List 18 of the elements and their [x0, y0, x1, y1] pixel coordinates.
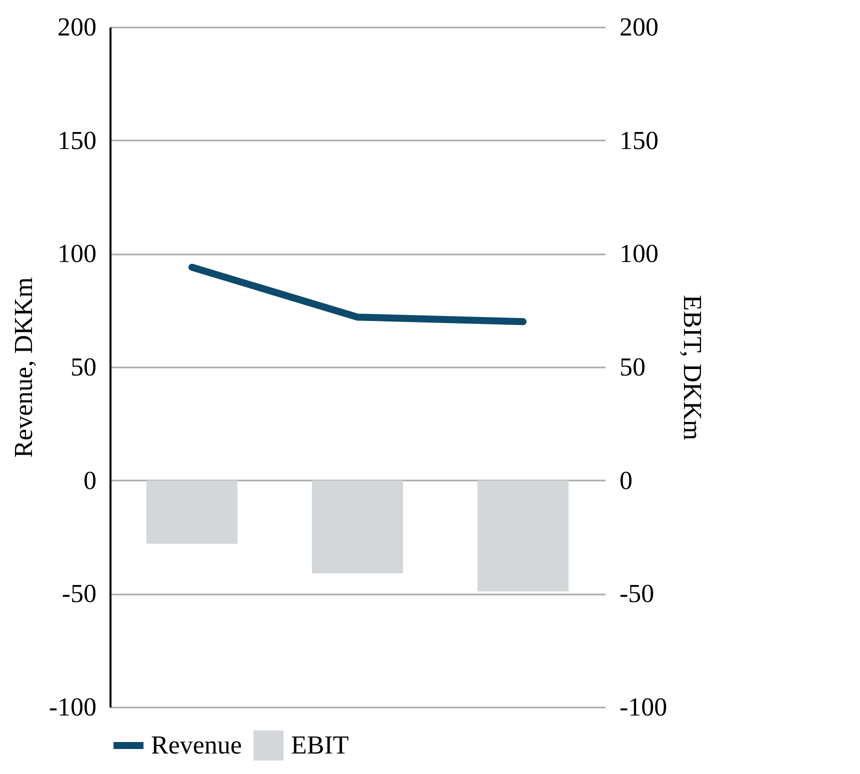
- y-tick-label: -100: [48, 692, 96, 722]
- y2-tick-label: -100: [620, 692, 668, 722]
- y-tick-label: 50: [70, 352, 96, 382]
- y-tick-label: 0: [84, 466, 96, 495]
- y2-tick-label: 50: [620, 352, 646, 382]
- y-tick-label: 100: [58, 239, 96, 268]
- y2-axis-title: EBIT, DKKm: [678, 294, 708, 440]
- y2-tick-label: 0: [620, 466, 632, 495]
- y2-tick-label: 150: [620, 126, 658, 155]
- y-tick-label: 150: [58, 126, 96, 155]
- y2-tick-label: -50: [620, 579, 654, 608]
- y2-tick-label: 200: [620, 12, 658, 42]
- y-axis-title: Revenue, DKKm: [8, 277, 38, 458]
- y-tick-label: 200: [58, 12, 96, 42]
- legend-label: EBIT: [291, 730, 349, 760]
- y-tick-label: -50: [62, 579, 96, 608]
- y2-tick-label: 100: [620, 239, 658, 268]
- legend-label: Revenue: [151, 730, 242, 760]
